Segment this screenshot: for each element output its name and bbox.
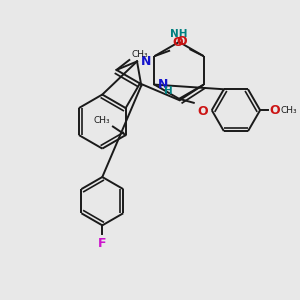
Text: CH₃: CH₃ (94, 116, 111, 125)
Text: CH₃: CH₃ (132, 50, 148, 58)
Text: O: O (197, 104, 208, 118)
Text: F: F (98, 237, 106, 250)
Text: NH: NH (170, 28, 188, 38)
Text: H: H (164, 86, 172, 96)
Text: N: N (158, 78, 168, 91)
Text: N: N (140, 55, 151, 68)
Text: O: O (270, 104, 280, 117)
Text: O: O (177, 34, 187, 48)
Text: CH₃: CH₃ (280, 106, 297, 115)
Text: O: O (172, 36, 183, 49)
